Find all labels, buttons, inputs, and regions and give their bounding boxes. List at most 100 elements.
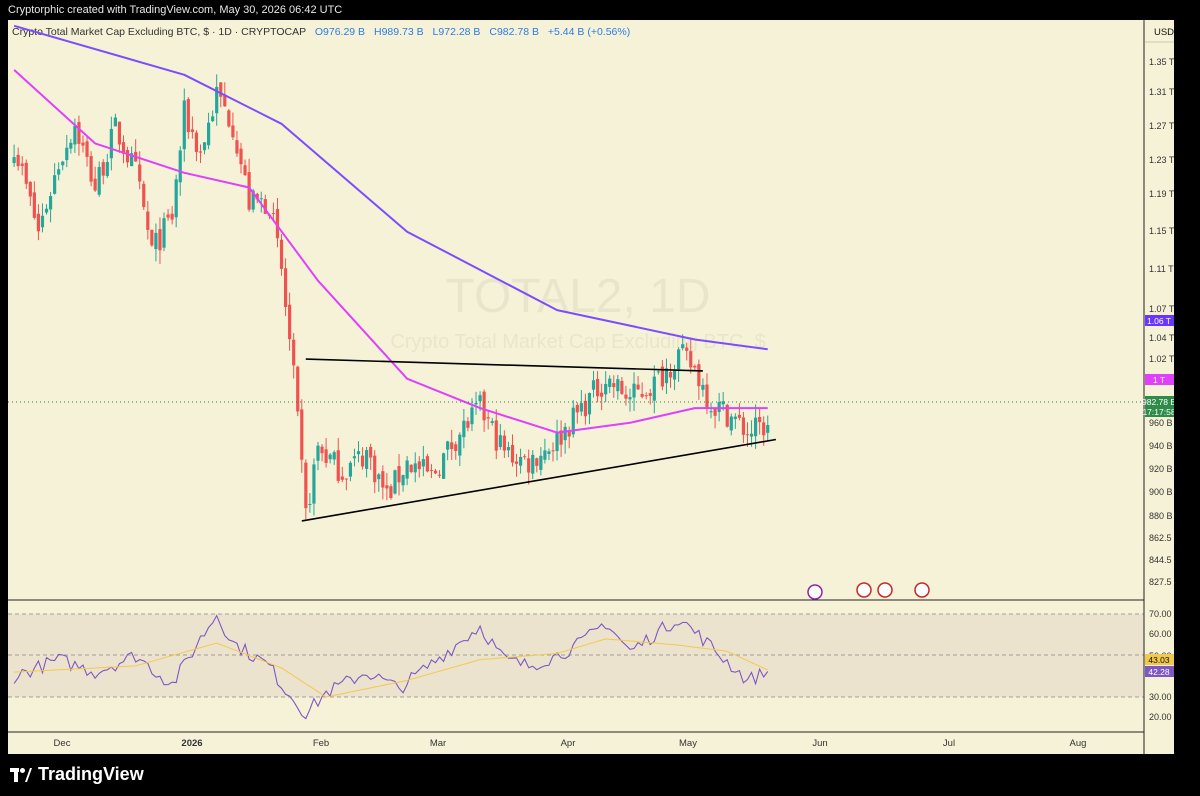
candle-body — [583, 400, 588, 417]
chart-header: Cryptorphic created with TradingView.com… — [0, 0, 1200, 20]
candle-body — [535, 458, 539, 466]
candle — [385, 472, 389, 501]
candle-body — [571, 407, 575, 435]
price-chart[interactable]: TOTAL2, 1D Crypto Total Market Cap Exclu… — [8, 20, 1174, 754]
candle — [231, 112, 235, 140]
event-icons[interactable] — [807, 582, 930, 600]
candle-body — [620, 380, 624, 394]
candle — [543, 438, 547, 464]
candle-body — [304, 462, 308, 509]
ma-200[interactable] — [13, 24, 768, 351]
candle-body — [332, 452, 336, 460]
ma200-badge — [1145, 315, 1174, 326]
time-axis-label: Jun — [812, 738, 827, 749]
candle — [575, 402, 579, 424]
candle — [490, 417, 494, 426]
candle-body — [300, 409, 304, 460]
candle-body — [369, 446, 373, 458]
candle-body — [166, 214, 170, 218]
candle — [206, 112, 211, 150]
candle-body — [608, 378, 612, 387]
candle — [61, 160, 65, 171]
candle-body — [555, 431, 559, 452]
candle — [555, 419, 559, 461]
price-axis-label: 1.11 T — [1149, 264, 1174, 274]
candle — [316, 441, 320, 471]
candle — [632, 372, 636, 411]
resistance-line[interactable] — [305, 358, 703, 372]
symbol-legend: Crypto Total Market Cap Excluding BTC, $… — [12, 26, 630, 38]
candle — [636, 375, 640, 391]
candle-body — [292, 339, 296, 366]
candle-body — [389, 486, 393, 499]
us-flag-event-icon[interactable] — [914, 582, 930, 598]
candle-body — [518, 456, 523, 466]
candle — [616, 374, 620, 400]
candle — [336, 437, 340, 484]
candle — [340, 466, 344, 483]
close-label: C — [489, 26, 497, 38]
candle — [510, 434, 515, 467]
candle — [53, 163, 57, 195]
candle — [365, 446, 369, 478]
candle-body — [255, 193, 259, 200]
candle — [429, 464, 434, 479]
candle — [421, 445, 425, 477]
candle-body — [182, 100, 186, 150]
candle — [628, 388, 632, 412]
candle — [656, 370, 660, 375]
candle-body — [275, 208, 280, 239]
chart-area[interactable]: TOTAL2, 1D Crypto Total Market Cap Exclu… — [8, 20, 1174, 754]
candle-body — [247, 172, 251, 210]
candle-body — [567, 430, 571, 437]
candle — [85, 135, 89, 167]
candle-body — [40, 215, 45, 228]
candle-body — [405, 460, 409, 479]
candle — [300, 399, 304, 473]
candle-body — [259, 198, 263, 200]
tradingview-brand: TradingView — [38, 764, 144, 784]
candle-body — [44, 208, 49, 213]
candle-body — [324, 449, 328, 463]
candle-body — [271, 213, 276, 215]
candle-body — [693, 365, 697, 368]
candle — [352, 448, 357, 467]
candle-body — [523, 456, 527, 458]
candle-body — [186, 99, 190, 133]
candle — [413, 452, 417, 483]
candle-body — [77, 121, 81, 144]
candle — [40, 203, 45, 233]
candle — [587, 392, 592, 425]
candle-body — [158, 229, 162, 251]
candle-body — [356, 451, 361, 455]
candle-body — [612, 383, 616, 388]
candle — [709, 402, 713, 419]
candle — [360, 447, 365, 470]
candle-body — [762, 422, 766, 436]
candle-body — [93, 178, 97, 191]
candle-body — [685, 347, 689, 351]
price-axis-label: 960 B — [1149, 418, 1173, 428]
price-axis-label: 827.5 B — [1149, 577, 1174, 587]
us-flag-event-icon[interactable] — [877, 582, 893, 598]
candle — [652, 365, 656, 414]
rsi-axis-label: 20.00 — [1149, 712, 1172, 722]
currency-label[interactable]: USD — [1154, 27, 1174, 38]
candle-body — [251, 190, 255, 210]
candle — [535, 457, 539, 473]
candle-body — [194, 132, 199, 153]
support-line[interactable] — [301, 438, 777, 522]
candle-body — [373, 455, 377, 483]
candle — [279, 234, 284, 276]
tradingview-logo[interactable]: TradingView — [10, 764, 144, 785]
us-flag-event-icon[interactable] — [856, 582, 872, 598]
candle — [121, 135, 126, 164]
candle — [494, 409, 498, 460]
time-axis-label: 2026 — [181, 738, 202, 749]
lightning-event-icon[interactable] — [807, 584, 823, 600]
candle — [182, 88, 186, 162]
candle-body — [514, 461, 519, 464]
ma-50[interactable] — [13, 69, 768, 434]
time-axis-labels: Dec 2026 Feb Mar Apr May Jun Jul Aug — [54, 738, 1087, 749]
candle — [551, 442, 555, 462]
